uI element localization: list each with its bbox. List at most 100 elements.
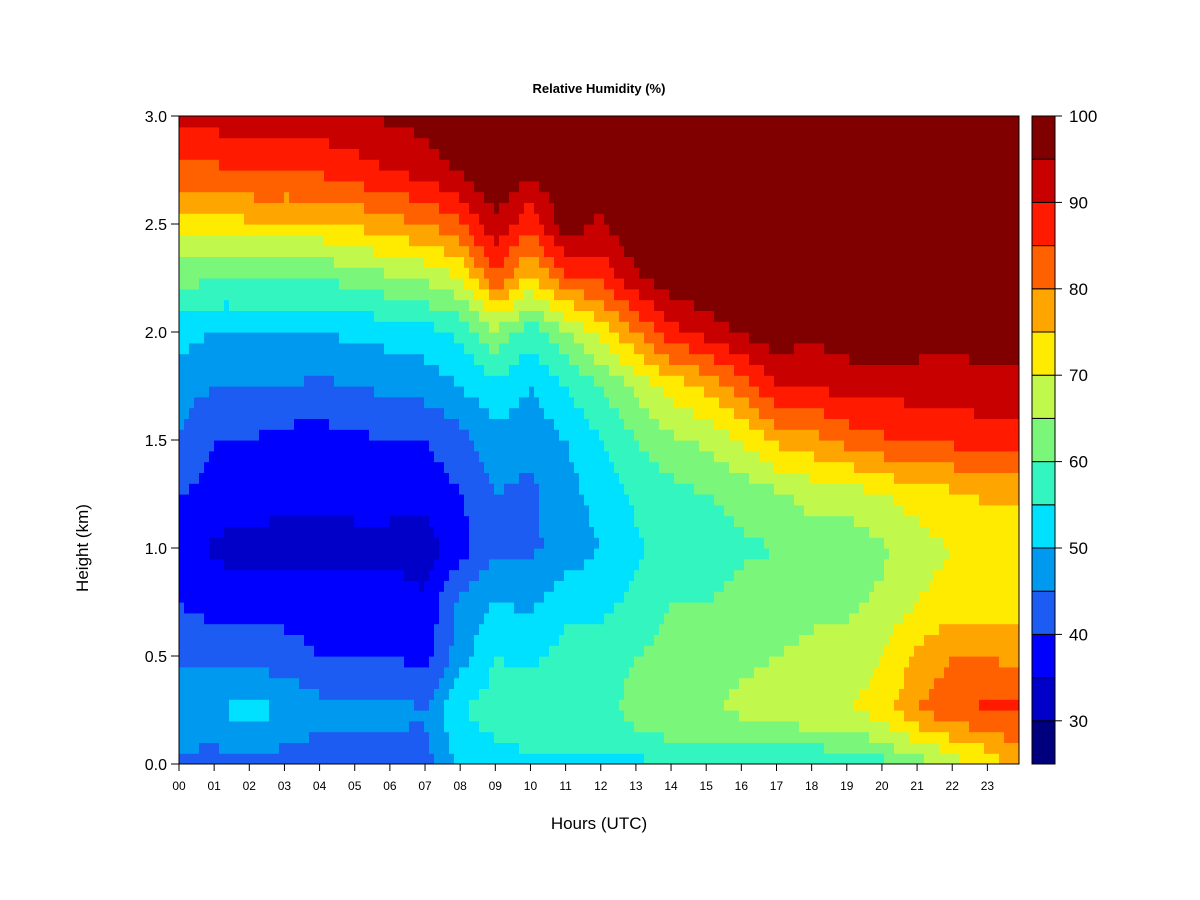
heatmap-cell: [259, 461, 265, 473]
heatmap-cell: [339, 440, 345, 452]
heatmap-cell: [279, 332, 285, 344]
heatmap-cell: [204, 450, 210, 463]
heatmap-cell: [409, 332, 415, 344]
heatmap-cell: [459, 645, 465, 657]
heatmap-cell: [399, 332, 405, 344]
heatmap-cell: [534, 666, 540, 679]
heatmap-cell: [574, 234, 580, 247]
heatmap-cell: [389, 159, 395, 171]
heatmap-cell: [254, 537, 260, 549]
heatmap-cell: [434, 515, 440, 527]
heatmap-cell: [519, 602, 525, 614]
heatmap-cell: [369, 267, 375, 279]
heatmap-cell: [234, 256, 240, 268]
heatmap-cell: [349, 137, 355, 149]
heatmap-cell: [329, 677, 335, 689]
heatmap-cell: [259, 612, 265, 625]
heatmap-cell: [494, 332, 500, 344]
heatmap-cell: [429, 645, 435, 657]
heatmap-cell: [249, 407, 255, 419]
heatmap-cell: [194, 645, 200, 657]
heatmap-cell: [494, 180, 500, 193]
heatmap-cell: [264, 407, 270, 419]
heatmap-cell: [414, 278, 420, 290]
heatmap-cell: [339, 472, 345, 484]
heatmap-cell: [554, 418, 560, 430]
heatmap-cell: [544, 234, 550, 247]
heatmap-cell: [404, 634, 410, 646]
heatmap-cell: [489, 504, 495, 517]
heatmap-cell: [509, 645, 515, 657]
heatmap-cell: [554, 299, 560, 311]
heatmap-cell: [499, 742, 505, 754]
heatmap-cell: [284, 234, 290, 247]
heatmap-cell: [579, 267, 585, 279]
heatmap-cell: [499, 753, 505, 764]
heatmap-cell: [414, 548, 420, 560]
heatmap-cell: [569, 375, 575, 387]
heatmap-cell: [209, 364, 215, 376]
heatmap-cell: [354, 742, 360, 754]
heatmap-cell: [519, 515, 525, 527]
heatmap-cell: [214, 666, 220, 679]
heatmap-cell: [424, 494, 430, 506]
heatmap-cell: [179, 234, 185, 247]
heatmap-cell: [284, 126, 290, 139]
heatmap-cell: [269, 299, 275, 311]
heatmap-cell: [479, 191, 485, 203]
heatmap-cell: [199, 299, 205, 311]
heatmap-cell: [334, 245, 340, 257]
heatmap-cell: [499, 591, 505, 603]
heatmap-cell: [564, 137, 570, 149]
heatmap-cell: [569, 342, 575, 355]
heatmap-cell: [459, 256, 465, 268]
heatmap-cell: [199, 602, 205, 614]
heatmap-cell: [514, 569, 520, 581]
heatmap-cell: [424, 688, 430, 700]
heatmap-cell: [334, 407, 340, 419]
heatmap-cell: [369, 591, 375, 603]
heatmap-cell: [304, 116, 310, 128]
heatmap-cell: [229, 720, 235, 733]
heatmap-cell: [424, 126, 430, 139]
heatmap-cell: [469, 753, 475, 764]
heatmap-cell: [434, 224, 440, 236]
heatmap-cell: [564, 742, 570, 754]
heatmap-cell: [394, 483, 400, 495]
heatmap-cell: [279, 580, 285, 592]
heatmap-cell: [324, 634, 330, 646]
heatmap-cell: [199, 407, 205, 419]
heatmap-cell: [564, 645, 570, 657]
heatmap-cell: [309, 515, 315, 527]
heatmap-cell: [559, 332, 565, 344]
heatmap-cell: [269, 515, 275, 527]
heatmap-cell: [499, 461, 505, 473]
heatmap-cell: [389, 202, 395, 214]
heatmap-cell: [544, 666, 550, 679]
heatmap-cell: [489, 386, 495, 398]
heatmap-cell: [234, 472, 240, 484]
heatmap-cell: [589, 666, 595, 679]
heatmap-cell: [289, 364, 295, 376]
heatmap-cell: [334, 180, 340, 193]
heatmap-cell: [524, 440, 530, 452]
heatmap-cell: [404, 364, 410, 376]
heatmap-cell: [449, 159, 455, 171]
heatmap-cell: [424, 224, 430, 236]
heatmap-cell: [279, 483, 285, 495]
heatmap-cell: [544, 710, 550, 722]
heatmap-cell: [394, 710, 400, 722]
heatmap-cell: [254, 191, 260, 203]
heatmap-cell: [529, 159, 535, 171]
heatmap-cell: [569, 418, 575, 430]
heatmap-cell: [274, 288, 280, 301]
heatmap-cell: [219, 526, 225, 538]
heatmap-cell: [194, 548, 200, 560]
heatmap-cell: [584, 677, 590, 689]
heatmap-cell: [449, 504, 455, 517]
heatmap-cell: [409, 472, 415, 484]
heatmap-cell: [214, 656, 220, 668]
heatmap-cell: [189, 494, 195, 506]
heatmap-cell: [379, 386, 385, 398]
heatmap-cell: [404, 483, 410, 495]
